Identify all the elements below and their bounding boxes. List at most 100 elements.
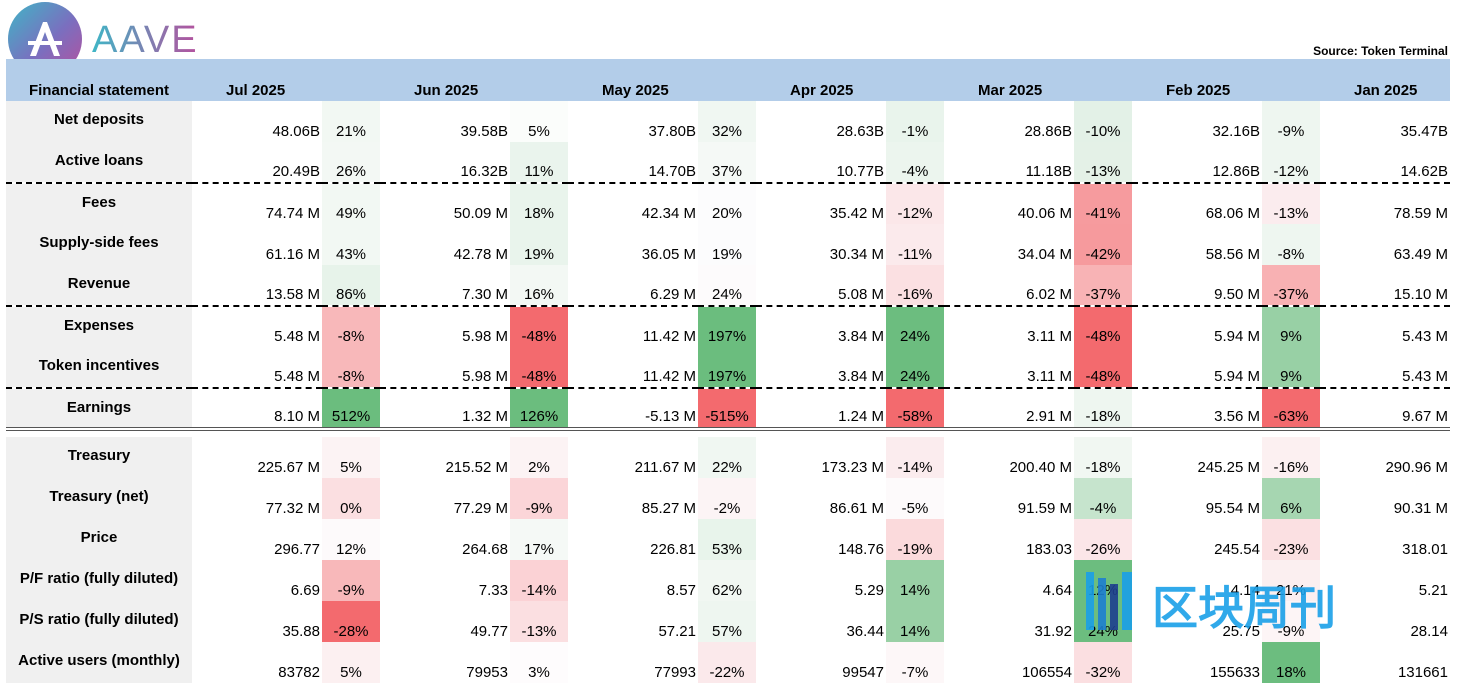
cell-change: -5%	[886, 478, 944, 519]
cell-change: 22%	[698, 437, 756, 478]
cell-value: 31.92	[1034, 623, 1072, 640]
header-month: Jan 2025	[1320, 59, 1450, 101]
cell-value: 85.27 M	[641, 500, 696, 517]
cell-change: -48%	[1074, 347, 1132, 389]
cell-value: 63.49 M	[1393, 246, 1448, 263]
cell-change: -18%	[1074, 388, 1132, 431]
cell-change: -9%	[322, 560, 380, 601]
brand-wordmark: AAVE	[92, 19, 197, 60]
cell-change: -18%	[1074, 437, 1132, 478]
svg-text:区块周刊: 区块周刊	[1152, 581, 1336, 635]
cell-value: 42.78 M	[453, 246, 508, 263]
cell-value: 245.54	[1214, 541, 1260, 558]
cell-change: -48%	[1074, 306, 1132, 347]
cell-change: 11%	[510, 142, 568, 184]
cell-value: 4.64	[1042, 582, 1072, 599]
header-month: Jul 2025	[192, 59, 380, 101]
cell-value: 173.23 M	[821, 459, 884, 476]
cell-value: 39.58B	[460, 123, 508, 140]
header-month: Jun 2025	[380, 59, 568, 101]
cell-value: 35.88	[282, 623, 320, 640]
table-row: P/F ratio (fully diluted) 6.69 -9% 7.33 -14%…	[6, 560, 1450, 601]
cell-change: 37%	[698, 142, 756, 184]
cell-change: 43%	[322, 224, 380, 265]
cell-change: 5%	[510, 101, 568, 142]
cell-value: 3.84 M	[756, 347, 886, 389]
cell-change: 5%	[322, 642, 380, 683]
cell-value: 99547	[842, 664, 884, 681]
cell-value: 77.29 M	[453, 500, 508, 517]
cell-change: 57%	[698, 601, 756, 642]
cell-value: -5.13 M	[568, 388, 698, 431]
cell-value: 95.54 M	[1205, 500, 1260, 517]
cell-value: 200.40 M	[1009, 459, 1072, 476]
cell-value: 48.06B	[272, 123, 320, 140]
cell-change: -63%	[1262, 388, 1320, 431]
cell-value: 296.77	[274, 541, 320, 558]
table-row: Token incentives 5.48 M -8% 5.98 M -48% 11.42…	[6, 347, 1450, 389]
cell-value: 90.31 M	[1393, 500, 1448, 517]
cell-value: 1.24 M	[756, 388, 886, 431]
cell-value: 58.56 M	[1205, 246, 1260, 263]
cell-change: -19%	[886, 519, 944, 560]
cell-value: 14.62B	[1320, 142, 1450, 184]
row-label: P/S ratio (fully diluted)	[6, 601, 192, 642]
cell-value: 4.14	[1230, 582, 1260, 599]
cell-change: 0%	[322, 478, 380, 519]
cell-value: 3.11 M	[944, 347, 1074, 389]
cell-change: -515%	[698, 388, 756, 431]
table-row: Active users (monthly) 83782 5% 79953 3% 7799…	[6, 642, 1450, 683]
row-label: Treasury	[6, 437, 192, 478]
table-row: P/S ratio (fully diluted) 35.88 -28% 49.77-…	[6, 601, 1450, 642]
cell-change: -48%	[510, 306, 568, 347]
cell-value: 225.67 M	[257, 459, 320, 476]
cell-value: 131661	[1397, 664, 1448, 681]
cell-value: 264.68	[462, 541, 508, 558]
cell-value: 36.44	[846, 623, 884, 640]
cell-change: 24%	[886, 306, 944, 347]
cell-change: -7%	[886, 642, 944, 683]
cell-value: 183.03	[1026, 541, 1072, 558]
cell-value: 28.86B	[1024, 123, 1072, 140]
row-label: Supply-side fees	[6, 224, 192, 265]
row-label: Active users (monthly)	[6, 642, 192, 683]
table-row: Treasury (net) 77.32 M 0% 77.29 M -9% 85.27 M…	[6, 478, 1450, 519]
cell-change: 24%	[698, 265, 756, 307]
cell-change: -8%	[322, 347, 380, 389]
cell-change: -9%	[1262, 101, 1320, 142]
cell-change: -11%	[886, 224, 944, 265]
cell-change: -8%	[1262, 224, 1320, 265]
cell-change: -12%	[1262, 142, 1320, 184]
cell-value: 211.67 M	[634, 459, 696, 476]
cell-value: 148.76	[838, 541, 884, 558]
cell-value: 77.32 M	[265, 500, 320, 517]
cell-value: 50.09 M	[453, 205, 508, 222]
cell-value: 57.21	[658, 623, 696, 640]
cell-value: 37.80B	[648, 123, 696, 140]
cell-value: 5.98 M	[462, 328, 508, 345]
cell-change: 3%	[510, 642, 568, 683]
cell-change: 53%	[698, 519, 756, 560]
cell-change: -23%	[1262, 519, 1320, 560]
source-note: Source: Token Terminal	[1313, 44, 1448, 58]
cell-change: -1%	[886, 101, 944, 142]
financial-statement-table: Financial statement Jul 2025 Jun 2025 May 2…	[6, 59, 1450, 683]
cell-change: 17%	[510, 519, 568, 560]
cell-value: 215.52 M	[445, 459, 508, 476]
table-row: Revenue 13.58 M 86% 7.30 M 16% 6.29 M 24% 5.08 …	[6, 265, 1450, 307]
cell-change: -13%	[1074, 142, 1132, 184]
cell-value: 5.43 M	[1402, 328, 1448, 345]
cell-change: -42%	[1074, 224, 1132, 265]
cell-change: 512%	[322, 388, 380, 431]
cell-value: 106554	[1021, 664, 1072, 681]
cell-value: 34.04 M	[1017, 246, 1072, 263]
cell-value: 74.74 M	[265, 205, 320, 222]
row-label: Expenses	[6, 306, 192, 347]
cell-value: 14.70B	[568, 142, 698, 184]
cell-change: 197%	[698, 347, 756, 389]
cell-change: -13%	[1262, 183, 1320, 224]
cell-change: 14%	[886, 601, 944, 642]
cell-change: -4%	[886, 142, 944, 184]
row-label: Token incentives	[6, 347, 192, 389]
section-spacer	[6, 429, 1450, 437]
